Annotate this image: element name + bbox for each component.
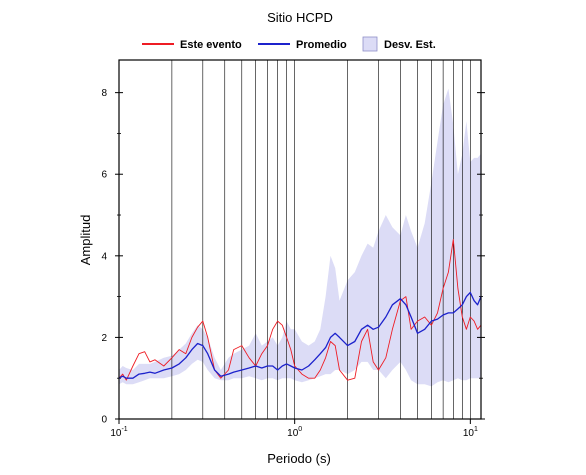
legend-label-promedio: Promedio (296, 39, 347, 51)
y-tick-label: 0 (101, 415, 107, 426)
x-tick-label: 100 (287, 426, 302, 439)
chart-title: Sitio HCPD (267, 10, 333, 25)
x-tick-label: 10-1 (110, 426, 127, 439)
y-axis-label: Amplitud (78, 215, 93, 266)
y-tick-label: 4 (101, 251, 107, 262)
plot-frame (118, 59, 482, 420)
plot-area: 0 2 4 6 8 10-1 100 101 (101, 59, 485, 439)
y-tick-label: 2 (101, 333, 107, 344)
legend-label-este-evento: Este evento (180, 39, 242, 51)
y-tick-label: 6 (101, 170, 107, 181)
x-tick-label: 101 (463, 426, 478, 439)
y-tick-label: 8 (101, 88, 107, 99)
std-dev-band (119, 88, 481, 387)
x-axis-label: Periodo (s) (267, 451, 331, 466)
series-line-promedio (118, 291, 482, 379)
legend: Este evento Promedio Desv. Est. (142, 36, 436, 52)
series-line-este-evento (118, 239, 482, 381)
legend-label-desv-est: Desv. Est. (384, 39, 436, 51)
legend-swatch-desv-est (362, 36, 378, 52)
